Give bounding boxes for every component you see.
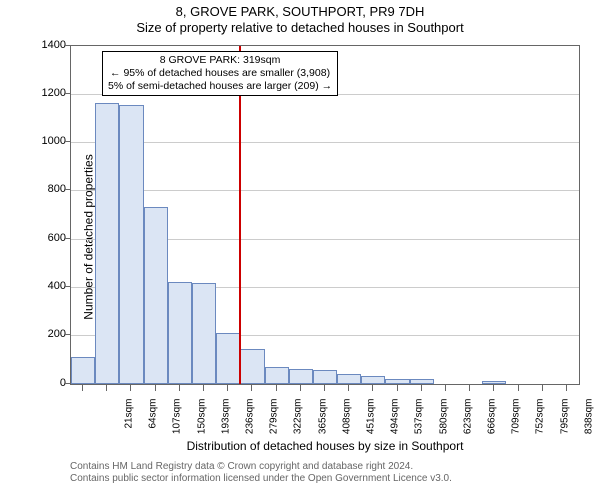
annotation-line: 8 GROVE PARK: 319sqm [108, 54, 332, 67]
page-subtitle: Size of property relative to detached ho… [0, 20, 600, 36]
x-tick-mark [469, 385, 470, 391]
y-tick-label: 600 [30, 232, 66, 244]
y-tick-label: 800 [30, 183, 66, 195]
y-tick-label: 400 [30, 280, 66, 292]
gridline [71, 142, 579, 143]
x-tick-mark [276, 385, 277, 391]
x-tick-mark [179, 385, 180, 391]
histogram-bar [385, 379, 409, 383]
x-tick-mark [518, 385, 519, 391]
histogram-bar [313, 370, 337, 383]
x-tick-mark [493, 385, 494, 391]
histogram-bar [361, 376, 385, 383]
gridline [71, 190, 579, 191]
y-tick-mark [64, 189, 70, 190]
x-tick-mark [82, 385, 83, 391]
x-tick-mark [130, 385, 131, 391]
x-tick-mark [445, 385, 446, 391]
x-tick-mark [566, 385, 567, 391]
histogram-bar [410, 379, 434, 383]
histogram-bar [216, 333, 240, 384]
annotation-line: 5% of semi-detached houses are larger (2… [108, 80, 332, 93]
y-tick-mark [64, 45, 70, 46]
footer-line: Contains HM Land Registry data © Crown c… [70, 461, 580, 474]
x-tick-mark [397, 385, 398, 391]
y-tick-mark [64, 93, 70, 94]
y-tick-label: 1200 [30, 87, 66, 99]
x-tick-mark [542, 385, 543, 391]
y-tick-mark [64, 334, 70, 335]
histogram-bar [95, 103, 119, 383]
x-tick-mark [372, 385, 373, 391]
x-tick-mark [251, 385, 252, 391]
x-tick-label: 838sqm [583, 398, 594, 448]
histogram-bar [265, 367, 289, 384]
x-tick-mark [106, 385, 107, 391]
x-tick-mark [155, 385, 156, 391]
histogram-bar [337, 374, 361, 384]
y-tick-label: 1400 [30, 39, 66, 51]
x-tick-mark [348, 385, 349, 391]
page-title-address: 8, GROVE PARK, SOUTHPORT, PR9 7DH [0, 4, 600, 20]
annotation-box: 8 GROVE PARK: 319sqm← 95% of detached ho… [102, 51, 338, 96]
x-tick-mark [203, 385, 204, 391]
annotation-line: ← 95% of detached houses are smaller (3,… [108, 67, 332, 80]
histogram-bar [192, 283, 216, 383]
y-tick-label: 1000 [30, 135, 66, 147]
y-tick-mark [64, 383, 70, 384]
footer-line: Contains public sector information licen… [70, 473, 580, 486]
x-tick-mark [421, 385, 422, 391]
histogram-bar [289, 369, 313, 383]
histogram-bar [119, 105, 143, 384]
footer-attribution: Contains HM Land Registry data © Crown c… [70, 461, 580, 486]
histogram-bar [240, 349, 264, 384]
x-tick-mark [300, 385, 301, 391]
y-tick-label: 200 [30, 328, 66, 340]
histogram-chart: Number of detached properties 0200400600… [0, 37, 600, 477]
y-tick-label: 0 [30, 377, 66, 389]
x-axis-label: Distribution of detached houses by size … [70, 439, 580, 453]
x-tick-mark [324, 385, 325, 391]
histogram-bar [168, 282, 192, 383]
x-tick-mark [227, 385, 228, 391]
histogram-bar [144, 207, 168, 383]
y-tick-mark [64, 238, 70, 239]
y-tick-mark [64, 141, 70, 142]
property-marker-line [239, 46, 241, 384]
histogram-bar [482, 381, 506, 383]
y-tick-mark [64, 286, 70, 287]
histogram-bar [71, 357, 95, 384]
